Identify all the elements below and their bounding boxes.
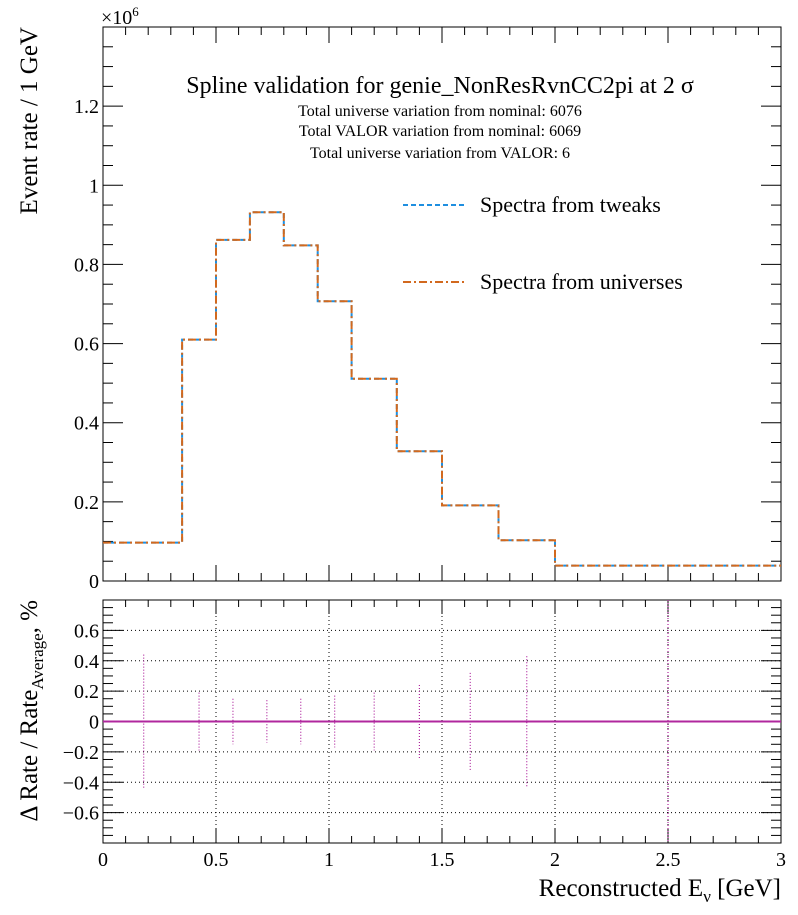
x-tick-label: 1.5 — [430, 849, 455, 871]
top-y-tick-label: 1.2 — [74, 96, 99, 118]
x-tick-label: 3 — [776, 849, 786, 871]
top-y-axis-label: Event rate / 1 GeV — [16, 27, 43, 214]
top-y-tick-label: 0.8 — [74, 254, 99, 276]
subtitle-line-2: Total VALOR variation from nominal: 6069 — [299, 123, 581, 140]
top-y-tick-label: 1 — [89, 175, 99, 197]
top-series-group — [103, 211, 781, 567]
chart-title: Spline validation for genie_NonResRvnCC2… — [186, 73, 694, 99]
top-axis-ticks — [102, 26, 782, 582]
bottom-y-tick-label: 0.2 — [74, 681, 99, 703]
bottom-y-tick-labels: −0.6 −0.4 −0.2 0 0.2 0.4 0.6 — [63, 620, 99, 824]
bottom-y-tick-label: −0.6 — [63, 803, 99, 825]
x-tick-label: 2 — [550, 849, 560, 871]
subtitle-line-1: Total universe variation from nominal: 6… — [298, 103, 582, 120]
x-tick-label: 2.5 — [656, 849, 681, 871]
legend: Spectra from tweaks Spectra from univers… — [403, 192, 683, 294]
y-multiplier: ×106 — [101, 4, 139, 29]
x-axis-label: Reconstructed Eν [GeV] — [539, 875, 781, 906]
ratio-series-group — [103, 600, 781, 843]
x-tick-label: 0.5 — [204, 849, 229, 871]
bottom-y-tick-label: −0.2 — [63, 742, 99, 764]
sigma-symbol: σ — [681, 73, 694, 99]
top-y-tick-label: 0.6 — [74, 334, 99, 356]
bottom-y-tick-label: −0.4 — [63, 772, 99, 794]
subtitle-line-3: Total universe variation from VALOR: 6 — [310, 145, 570, 162]
bottom-y-axis-label: Δ Rate / RateAverage, % — [16, 600, 47, 822]
x-tick-label: 0 — [98, 849, 108, 871]
legend-label-tweaks: Spectra from tweaks — [480, 192, 661, 217]
bottom-y-tick-label: 0.6 — [74, 620, 99, 642]
series-step-universes — [103, 211, 781, 567]
series-step-tweaks — [103, 211, 781, 567]
top-y-tick-label: 0 — [89, 571, 99, 593]
top-y-tick-label: 0.4 — [74, 413, 99, 435]
x-tick-labels: 0 0.5 1 1.5 2 2.5 3 — [98, 849, 786, 871]
x-tick-label: 1 — [324, 849, 334, 871]
top-y-tick-labels: 0 0.2 0.4 0.6 0.8 1 1.2 — [74, 96, 99, 593]
bottom-y-tick-label: 0 — [89, 712, 99, 734]
top-y-tick-label: 0.2 — [74, 492, 99, 514]
legend-label-universes: Spectra from universes — [480, 269, 683, 294]
bottom-y-tick-label: 0.4 — [74, 651, 99, 673]
